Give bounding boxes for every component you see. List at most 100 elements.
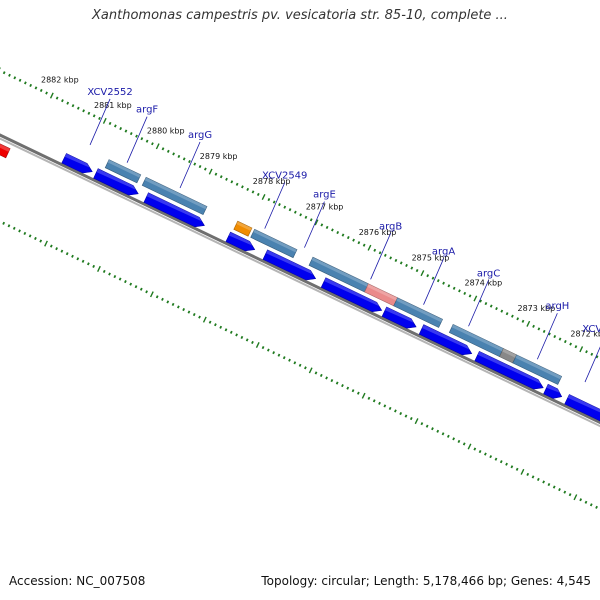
inner-tick-minor	[484, 452, 487, 456]
gene-label-argH[interactable]: argH	[536, 301, 569, 360]
gene-label-XCV2552[interactable]: XCV2552	[87, 87, 133, 146]
outer-tick-minor	[325, 225, 329, 230]
outer-tick-minor	[119, 126, 123, 131]
gene-label-argB[interactable]: argB	[370, 221, 403, 280]
inner-tick-minor	[145, 290, 148, 294]
gene-name[interactable]: argE	[313, 190, 336, 201]
cds-arrow[interactable]	[93, 168, 139, 196]
gene-name[interactable]: argB	[379, 221, 402, 232]
outer-tick-minor	[463, 291, 467, 295]
kbp-label: 2875 kbp	[412, 253, 450, 262]
outer-tick-minor	[399, 261, 403, 265]
outer-tick-minor	[251, 190, 255, 194]
gene-block-gene_steel[interactable]	[141, 176, 208, 216]
outer-tick-minor	[34, 86, 38, 90]
outer-tick-minor	[304, 215, 308, 219]
outer-tick-minor	[394, 258, 398, 262]
gene-leader-line	[264, 182, 286, 229]
inner-tick-minor	[182, 307, 186, 312]
inner-tick-minor	[489, 455, 493, 459]
outer-tick-minor	[590, 352, 594, 356]
cds-arrow[interactable]	[262, 249, 317, 281]
inner-tick-minor	[473, 447, 477, 451]
gene-name[interactable]: argC	[477, 268, 500, 279]
gene-label-argG[interactable]: argG	[179, 130, 212, 189]
gene-name[interactable]: argG	[188, 130, 212, 141]
inner-tick-minor	[462, 442, 466, 446]
inner-tick-minor	[34, 236, 37, 241]
cds-arrow[interactable]	[418, 324, 473, 356]
inner-tick-major	[255, 342, 260, 349]
cds-arrow[interactable]	[225, 231, 256, 252]
kbp-label: 2872 kbp	[570, 329, 600, 338]
outer-tick-major	[314, 219, 319, 226]
gene-name[interactable]: argA	[432, 247, 455, 258]
inner-tick-minor	[531, 475, 535, 479]
inner-tick-minor	[187, 310, 191, 314]
inner-tick-minor	[108, 272, 111, 276]
gene-label-argF[interactable]: argF	[126, 105, 158, 163]
outer-tick-minor	[331, 228, 334, 232]
outer-tick-minor	[595, 355, 599, 359]
cds-arrow[interactable]	[61, 153, 93, 174]
inner-tick-minor	[81, 259, 85, 263]
outer-tick-minor	[458, 289, 461, 293]
cds-arrow[interactable]	[543, 383, 563, 399]
gene-leader-line	[584, 346, 600, 383]
cds-arrow[interactable]	[381, 306, 417, 329]
feature-block-feature_red[interactable]	[0, 97, 11, 159]
outer-tick-minor	[389, 256, 393, 260]
inner-tick-minor	[261, 345, 265, 350]
gene-label-argE[interactable]: argE	[304, 190, 336, 248]
inner-tick-minor	[219, 325, 223, 329]
cds-arrow[interactable]	[143, 192, 205, 228]
gene-label-argC[interactable]: argC	[468, 268, 501, 327]
gene-name[interactable]: argF	[136, 105, 158, 116]
outer-tick-minor	[574, 345, 578, 349]
inner-tick-minor	[319, 373, 323, 378]
accession-label: Accession: NC_007508	[9, 574, 146, 588]
outer-tick-minor	[378, 251, 382, 255]
outer-tick-minor	[76, 106, 80, 110]
outer-tick-minor	[405, 263, 408, 268]
gene-label-track[interactable]: XCV2552 argF argG XCV2549 argE argB argA argC ar…	[87, 87, 600, 383]
gene-block-gene_steel[interactable]	[393, 297, 443, 328]
inner-tick-minor	[367, 396, 371, 400]
inner-tick-minor	[192, 313, 196, 317]
outer-tick-minor	[177, 154, 181, 158]
gene-leader-line	[423, 258, 444, 305]
outer-tick-minor	[219, 175, 223, 179]
outer-tick-minor	[431, 276, 435, 280]
inner-tick-major	[520, 468, 525, 475]
gene-block-feature_orange[interactable]	[233, 220, 253, 237]
outer-tick-minor	[267, 197, 271, 202]
outer-tick-minor	[537, 327, 541, 331]
gene-block-gene_steel[interactable]	[250, 228, 298, 259]
cds-arrow[interactable]	[474, 350, 544, 390]
gene-label-argA[interactable]: argA	[423, 247, 456, 305]
inner-tick-minor	[330, 378, 334, 383]
outer-tick-minor	[442, 281, 445, 285]
outer-tick-minor	[241, 185, 244, 189]
gene-label-XCV2543[interactable]: XCV2543	[582, 324, 600, 383]
outer-tick-minor	[246, 187, 250, 191]
gene-name[interactable]: XCV2549	[262, 171, 307, 182]
inner-tick-minor	[240, 335, 244, 339]
outer-tick-minor	[61, 99, 64, 103]
gene-name[interactable]: argH	[545, 301, 569, 312]
gene-label-XCV2549[interactable]: XCV2549	[262, 171, 307, 229]
inner-tick-minor	[494, 457, 498, 461]
outer-tick-minor	[309, 218, 313, 222]
gene-name[interactable]: XCV2552	[87, 87, 132, 98]
gene-name[interactable]: XCV2543	[582, 324, 600, 335]
cds-arrow[interactable]	[564, 394, 600, 423]
outer-tick-minor	[45, 91, 48, 95]
feature-track[interactable]	[0, 97, 600, 422]
gene-block-gene_steel[interactable]	[104, 159, 142, 184]
cds-arrow[interactable]	[320, 277, 383, 313]
gene-block-gene_steel[interactable]	[512, 354, 563, 385]
inner-tick-minor	[383, 404, 387, 408]
inner-tick-minor	[346, 386, 350, 390]
inner-tick-minor	[409, 417, 413, 421]
